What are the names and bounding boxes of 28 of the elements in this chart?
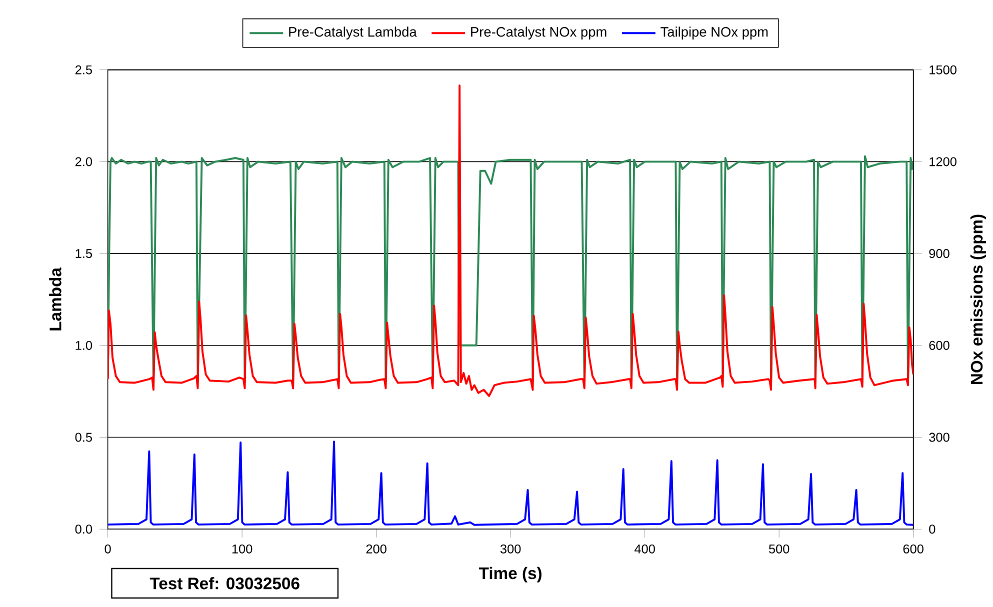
y-axis-title: Lambda — [49, 268, 62, 330]
y-tick-label: 1.5 — [76, 249, 92, 258]
x-tick-label: 200 — [366, 544, 386, 554]
x-tick-label: 300 — [500, 544, 521, 554]
x-axis-title: Time (s) — [478, 566, 542, 582]
y2-tick-label: 0 — [929, 524, 936, 534]
y-tick-label: 0.0 — [75, 524, 92, 534]
y-tick-label: 1.0 — [76, 340, 92, 350]
y-tick-label: 2.0 — [75, 157, 92, 166]
y2-tick-label: 1500 — [930, 65, 956, 74]
x-tick-label: 600 — [903, 544, 924, 554]
legend-label: Tailpipe NOx ppm — [660, 26, 768, 40]
y-tick-label: 0.5 — [75, 432, 92, 442]
y2-tick-label: 600 — [929, 340, 950, 350]
y-tick-label: 2.5 — [75, 65, 92, 74]
y2-axis-title: NOx emissions (ppm) — [970, 214, 986, 384]
x-tick-label: 100 — [232, 544, 252, 554]
x-tick-label: 400 — [634, 544, 655, 554]
y2-tick-label: 900 — [929, 249, 950, 258]
y2-tick-label: 300 — [929, 432, 950, 442]
x-tick-label: 0 — [104, 544, 111, 554]
line-series — [108, 84, 914, 398]
text: Test Ref: 03032506 — [150, 577, 300, 590]
line-series — [108, 440, 914, 526]
y2-tick-label: 1200 — [930, 157, 956, 166]
legend-label: Pre-Catalyst Lambda — [289, 26, 417, 40]
x-tick-label: 500 — [768, 544, 790, 554]
legend-label: Pre-Catalyst NOx ppm — [471, 26, 606, 40]
